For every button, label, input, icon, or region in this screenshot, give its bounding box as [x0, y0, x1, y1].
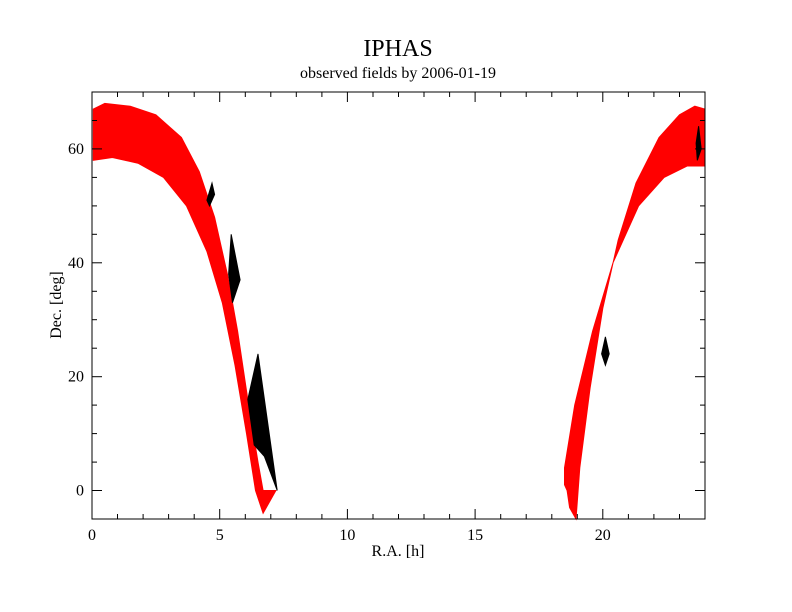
- x-tick-label: 0: [88, 527, 96, 544]
- x-axis-title: R.A. [h]: [372, 543, 425, 560]
- chart-subtitle: observed fields by 2006-01-19: [300, 65, 496, 82]
- data-layer: [92, 102, 706, 521]
- x-tick-label: 20: [595, 527, 611, 544]
- series-region-2: [228, 234, 241, 303]
- x-tick-label: 5: [216, 527, 224, 544]
- x-tick-label: 10: [339, 527, 355, 544]
- series-region-6: [601, 336, 610, 367]
- series-region-0: [92, 102, 277, 515]
- x-tick-label: 15: [467, 527, 483, 544]
- axis-ticks: 0 5 10 15 20 0 20 40 60: [68, 91, 706, 544]
- series-region-3: [247, 353, 278, 491]
- series-region-5: [695, 126, 702, 161]
- y-tick-label: 20: [68, 369, 84, 386]
- y-tick-label: 40: [68, 255, 84, 272]
- chart-title: IPHAS: [363, 36, 432, 62]
- y-axis-title: Dec. [deg]: [48, 271, 65, 339]
- series-region-1: [206, 181, 216, 208]
- y-tick-label: 0: [76, 483, 84, 500]
- series-region-4: [564, 105, 706, 521]
- y-tick-label: 60: [68, 141, 84, 158]
